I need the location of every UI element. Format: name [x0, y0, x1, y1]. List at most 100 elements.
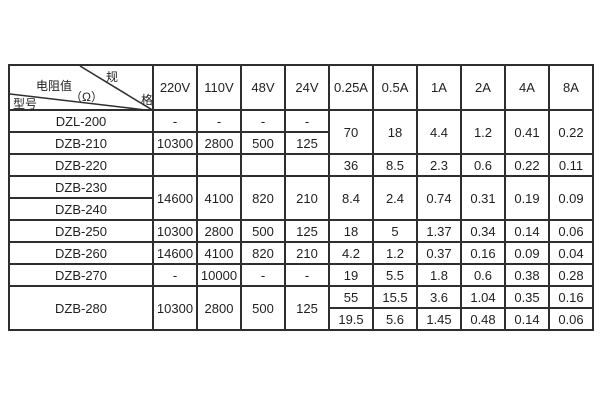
model-cell-dzb-230: DZB-230	[8, 175, 154, 199]
value-cell: 125	[284, 219, 330, 243]
value-cell: 0.06	[548, 219, 594, 243]
model-cell-dzb-240: DZB-240	[8, 197, 154, 221]
col-header-4a: 4A	[504, 64, 550, 111]
col-header-24v: 24V	[284, 64, 330, 111]
value-cell: 1.2	[460, 109, 506, 155]
model-cell-dzb-210: DZB-210	[8, 131, 154, 155]
value-cell: 0.6	[460, 263, 506, 287]
value-cell: 4100	[196, 241, 242, 265]
value-cell: 0.31	[460, 175, 506, 221]
value-cell: -	[152, 109, 198, 133]
value-cell: 55	[328, 285, 374, 309]
value-cell: 14600	[152, 241, 198, 265]
table-row-dzb-210: DZB-210 10300 2800 500 125	[8, 131, 593, 155]
diagonal-divider-lines	[11, 67, 151, 108]
value-cell: -	[284, 263, 330, 287]
value-cell: 5.5	[372, 263, 418, 287]
value-cell: 0.16	[460, 241, 506, 265]
table-row-dzb-280: DZB-280 10300 2800 500 125 55 15.5 3.6 1…	[8, 285, 594, 331]
value-cell: 0.41	[504, 109, 550, 155]
table-row-dzb-250: DZB-250 10300 2800 500 125 18 5 1.37 0.3…	[8, 219, 594, 243]
value-cell: 2.4	[372, 175, 418, 221]
value-cell: 0.06	[548, 307, 594, 331]
value-cell: 125	[284, 131, 330, 155]
value-cell: 500	[240, 285, 286, 331]
value-cell: 4.4	[416, 109, 462, 155]
spec-label-top: 规	[106, 70, 119, 84]
value-cell: 10300	[152, 131, 198, 155]
value-cell: 210	[284, 175, 330, 221]
value-cell: -	[240, 109, 286, 133]
value-cell: 0.16	[548, 285, 594, 309]
value-cell: 18	[328, 219, 374, 243]
col-header-8a: 8A	[548, 64, 594, 111]
value-cell: 0.19	[504, 175, 550, 221]
value-cell: 2.3	[416, 153, 462, 177]
value-cell: 1.04	[460, 285, 506, 309]
value-cell: 2800	[196, 285, 242, 331]
value-cell: 125	[284, 285, 330, 331]
value-cell: 4.2	[328, 241, 374, 265]
table-row-dzb-260: DZB-260 14600 4100 820 210 4.2 1.2 0.37 …	[8, 241, 594, 265]
value-cell: 1.37	[416, 219, 462, 243]
model-cell-dzb-270: DZB-270	[8, 263, 154, 287]
value-cell: 0.38	[504, 263, 550, 287]
value-cell: 0.37	[416, 241, 462, 265]
value-cell: -	[284, 109, 330, 133]
value-cell: 2800	[196, 219, 242, 243]
col-header-0-5a: 0.5A	[372, 64, 418, 111]
value-cell: 0.04	[548, 241, 594, 265]
value-cell	[284, 153, 330, 177]
value-cell: 0.14	[504, 219, 550, 243]
value-cell: 10300	[152, 219, 198, 243]
resistance-spec-table: 规 格 电阻值 （Ω） 型号 220V 110V 48V 24V 0.25A 0…	[8, 64, 594, 331]
value-cell	[196, 153, 242, 177]
table-row-dzl-200: DZL-200 - - - - 70 18 4.4 1.2 0.41 0.22	[8, 109, 594, 155]
value-cell: 0.35	[504, 285, 550, 309]
value-cell: 0.48	[460, 307, 506, 331]
col-header-48v: 48V	[240, 64, 286, 111]
value-cell: 820	[240, 175, 286, 221]
value-cell: 500	[240, 131, 286, 155]
value-cell: 36	[328, 153, 374, 177]
value-cell: 500	[240, 219, 286, 243]
value-cell: 0.14	[504, 307, 550, 331]
table-row-dzb-240: DZB-240	[8, 197, 593, 221]
spec-label-bottom: 格	[141, 93, 153, 107]
header-row: 规 格 电阻值 （Ω） 型号 220V 110V 48V 24V 0.25A 0…	[8, 64, 594, 111]
value-cell: 15.5	[372, 285, 418, 309]
value-cell: 0.74	[416, 175, 462, 221]
value-cell: 10000	[196, 263, 242, 287]
model-label: 型号	[13, 97, 38, 110]
col-header-2a: 2A	[460, 64, 506, 111]
table-row-dzb-280-second: 19.5 5.6 1.45 0.48 0.14 0.06	[9, 307, 594, 331]
value-cell: -	[196, 109, 242, 133]
value-cell: 0.22	[504, 153, 550, 177]
value-cell	[240, 153, 286, 177]
model-cell-dzl-200: DZL-200	[8, 109, 154, 133]
value-cell: 8.5	[372, 153, 418, 177]
value-cell: 14600	[152, 175, 198, 221]
value-cell: -	[152, 263, 198, 287]
value-cell: 0.09	[548, 175, 594, 221]
value-cell: 8.4	[328, 175, 374, 221]
col-header-220v: 220V	[152, 64, 198, 111]
value-cell: 1.45	[416, 307, 462, 331]
model-cell-dzb-260: DZB-260	[8, 241, 154, 265]
model-cell-dzb-250: DZB-250	[8, 219, 154, 243]
col-header-0-25a: 0.25A	[328, 64, 374, 111]
value-cell: 5.6	[372, 307, 418, 331]
model-cell-dzb-280: DZB-280	[8, 285, 154, 331]
value-cell: 5	[372, 219, 418, 243]
value-cell: 0.6	[460, 153, 506, 177]
value-cell: 70	[328, 109, 374, 155]
value-cell: 19.5	[328, 307, 374, 331]
value-cell: 0.34	[460, 219, 506, 243]
col-header-1a: 1A	[416, 64, 462, 111]
value-cell: 210	[284, 241, 330, 265]
value-cell: 820	[240, 241, 286, 265]
value-cell: 0.28	[548, 263, 594, 287]
value-cell: 1.8	[416, 263, 462, 287]
value-cell: 10300	[152, 285, 198, 331]
